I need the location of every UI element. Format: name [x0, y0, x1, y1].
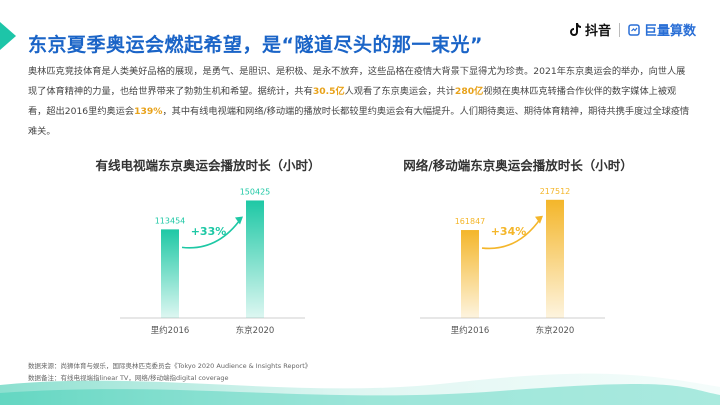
data-label-1: 150425 — [240, 187, 271, 196]
growth-label: +33% — [191, 225, 227, 238]
intro-paragraph: 奥林匹克竞技体育是人类美好品格的展现，是勇气、是胆识、是积极、是永不放弃，这些品… — [28, 62, 692, 142]
highlight-viewers: 30.5亿 — [312, 86, 345, 97]
bar-0 — [161, 229, 179, 318]
data-label-1: 217512 — [540, 187, 571, 196]
growth-arrow — [481, 217, 542, 250]
bar-0 — [461, 230, 479, 318]
brand-juliang-label: 巨量算数 — [643, 24, 696, 39]
footer: 数据来源：尚狮体育与娱乐，国际奥林匹克委员会《Tokyo 2020 Audien… — [28, 360, 311, 384]
corner-accent — [0, 22, 16, 50]
intro-text-3: 视频在奥林匹克转播合作伙伴的数字媒体上被观看，超出2016里约奥运会 — [28, 86, 677, 117]
tick-label-0: 里约2016 — [451, 325, 490, 336]
page-title: 东京夏季奥运会燃起希望，是“隧道尽头的那一束光” — [28, 34, 483, 56]
tick-label-0: 里约2016 — [151, 325, 190, 336]
data-label-0: 113454 — [155, 216, 186, 225]
brand-douyin-label: 抖音 — [584, 24, 611, 39]
intro-text-4: ，其中有线电视端和网络/移动端的播放时长都较里约奥运会有大幅提升。人们期待奥运、… — [28, 106, 690, 137]
tick-label-1: 东京2020 — [536, 325, 575, 336]
highlight-growth: 139% — [134, 106, 163, 117]
footer-note: 数据备注：有线电视端指linear TV，网络/移动端指digital cove… — [28, 374, 229, 382]
juliang-icon — [628, 23, 640, 36]
tick-label-1: 东京2020 — [236, 325, 275, 336]
brand-bar: 抖音 巨量算数 — [569, 20, 696, 39]
chart-tv: 113454 里约2016 150425 东京2020 +33% — [120, 187, 305, 336]
data-label-0: 161847 — [455, 217, 486, 226]
chart-title-digital: 网络/移动端东京奥运会播放时长（小时） — [403, 158, 633, 173]
bar-1 — [246, 200, 264, 318]
douyin-logo: 抖音 — [569, 20, 611, 39]
growth-arrowhead — [535, 215, 543, 224]
growth-arrowhead — [235, 216, 243, 225]
douyin-icon — [569, 22, 581, 36]
intro-text-2: 人观看了东京奥运会，共计 — [344, 86, 455, 97]
chart-digital: 161847 里约2016 217512 东京2020 +34% — [420, 187, 605, 336]
footer-source: 数据来源：尚狮体育与娱乐，国际奥林匹克委员会《Tokyo 2020 Audien… — [28, 362, 312, 370]
juliang-logo: 巨量算数 — [628, 20, 696, 39]
growth-arrow — [181, 218, 242, 249]
brand-divider — [618, 22, 620, 37]
intro-text-1: 奥林匹克竞技体育是人类美好品格的展现，是勇气、是胆识、是积极、是永不放弃，这些品… — [28, 66, 686, 97]
bottom-wave-decoration — [0, 373, 720, 405]
highlight-videos: 280亿 — [454, 86, 484, 97]
bar-1 — [546, 199, 564, 318]
growth-label: +34% — [491, 225, 527, 238]
chart-title-tv: 有线电视端东京奥运会播放时长（小时） — [95, 158, 321, 173]
